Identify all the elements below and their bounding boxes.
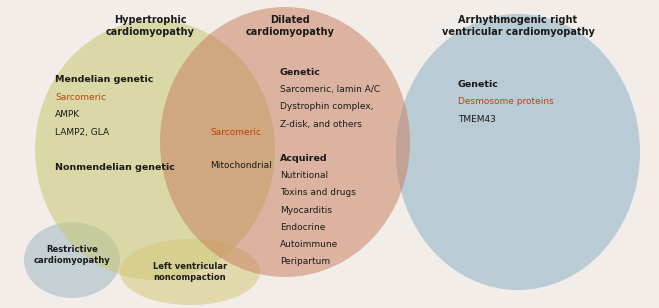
Text: Dystrophin complex,: Dystrophin complex,: [280, 102, 374, 111]
Text: AMPK: AMPK: [55, 110, 80, 119]
Text: Toxins and drugs: Toxins and drugs: [280, 188, 356, 197]
Ellipse shape: [24, 222, 120, 298]
Text: Desmosome proteins: Desmosome proteins: [458, 98, 554, 107]
Text: Sarcomeric, lamin A/C: Sarcomeric, lamin A/C: [280, 85, 380, 94]
Text: Genetic: Genetic: [280, 68, 321, 77]
Text: Arrhythmogenic right
ventricular cardiomyopathy: Arrhythmogenic right ventricular cardiom…: [442, 15, 594, 37]
Ellipse shape: [160, 7, 410, 277]
Text: Z-disk, and others: Z-disk, and others: [280, 120, 362, 129]
Ellipse shape: [396, 14, 640, 290]
Text: LAMP2, GLA: LAMP2, GLA: [55, 128, 109, 136]
Text: Left ventricular
noncompaction: Left ventricular noncompaction: [153, 262, 227, 282]
Text: TMEM43: TMEM43: [458, 115, 496, 124]
Text: Endocrine: Endocrine: [280, 223, 326, 232]
Text: Sarcomeric: Sarcomeric: [55, 92, 106, 102]
Text: Mitochondrial: Mitochondrial: [210, 161, 272, 170]
Text: Hypertrophic
cardiomyopathy: Hypertrophic cardiomyopathy: [105, 15, 194, 37]
Text: Mendelian genetic: Mendelian genetic: [55, 75, 154, 84]
Ellipse shape: [120, 239, 260, 305]
Text: Nonmendelian genetic: Nonmendelian genetic: [55, 163, 175, 172]
Text: Sarcomeric: Sarcomeric: [210, 128, 261, 137]
Ellipse shape: [35, 20, 275, 280]
Text: Acquired: Acquired: [280, 154, 328, 163]
Text: Nutritional: Nutritional: [280, 171, 328, 180]
Text: Restrictive
cardiomyopathy: Restrictive cardiomyopathy: [34, 245, 110, 265]
Text: Peripartum: Peripartum: [280, 257, 330, 266]
Text: Genetic: Genetic: [458, 80, 499, 89]
Text: Myocarditis: Myocarditis: [280, 206, 332, 215]
Text: Autoimmune: Autoimmune: [280, 240, 338, 249]
Text: Dilated
cardiomyopathy: Dilated cardiomyopathy: [246, 15, 334, 37]
